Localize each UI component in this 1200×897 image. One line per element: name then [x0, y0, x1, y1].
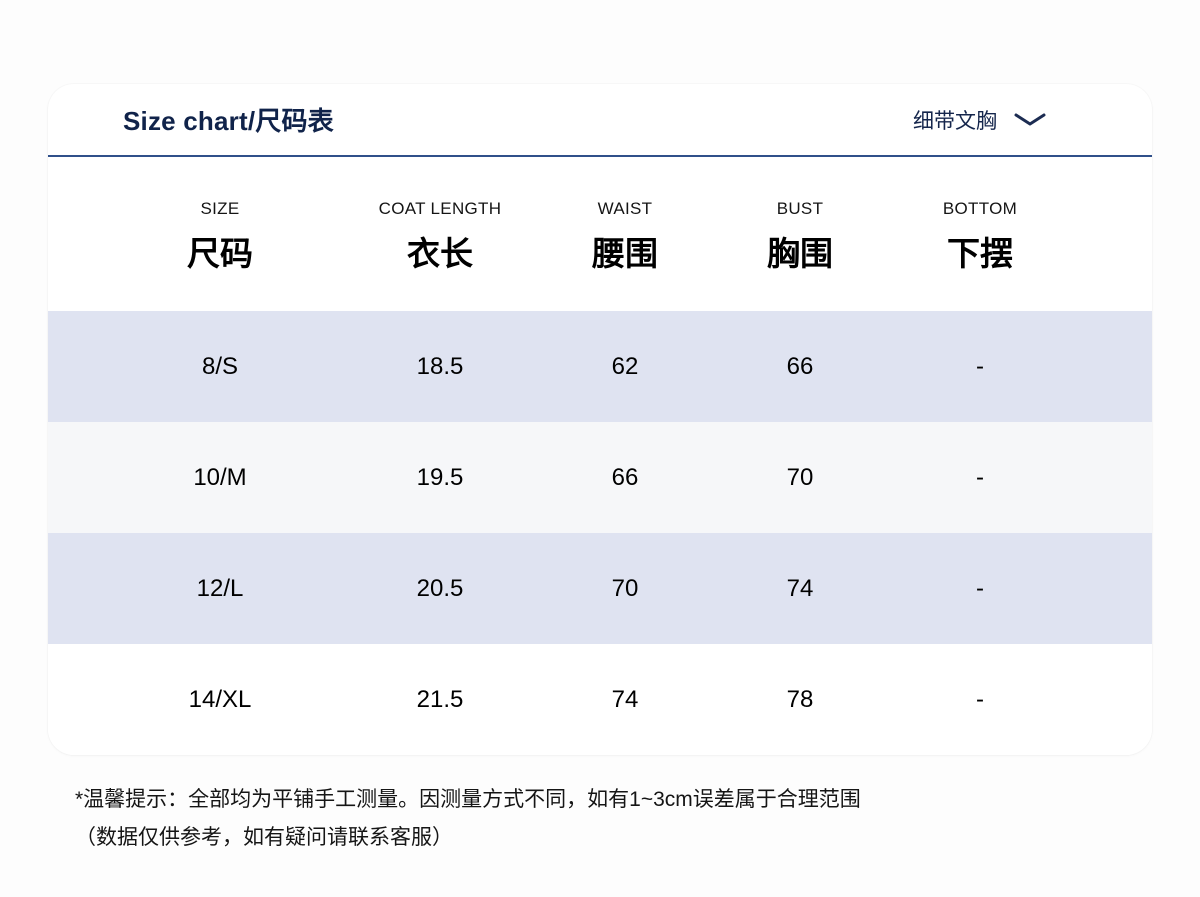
table-row: 8/S 18.5 62 66 -	[48, 311, 1152, 422]
footnote: *温馨提示：全部均为平铺手工测量。因测量方式不同，如有1~3cm误差属于合理范围…	[0, 755, 1200, 857]
footnote-line-2: （数据仅供参考，如有疑问请联系客服）	[75, 825, 453, 849]
column-header-coat-length: COAT LENGTH 衣长	[330, 199, 550, 275]
cell-bottom: -	[976, 574, 984, 602]
cell-bottom: -	[976, 685, 984, 713]
column-header-zh: 尺码	[187, 235, 253, 272]
cell-coat-length: 19.5	[416, 463, 464, 491]
column-header-zh: 衣长	[407, 235, 473, 272]
cell-bust: 66	[786, 352, 814, 380]
column-header-en: BUST	[776, 199, 824, 218]
cell-coat-length: 20.5	[416, 574, 464, 602]
category-label: 细带文胸	[913, 109, 997, 133]
cell-waist: 62	[611, 352, 639, 380]
column-header-zh: 下摆	[947, 235, 1013, 272]
column-header-size: SIZE 尺码	[110, 199, 330, 275]
table-body: 8/S 18.5 62 66 - 10/M 19.5 66 70 - 12/L …	[48, 311, 1152, 755]
column-header-zh: 胸围	[767, 235, 833, 272]
chevron-down-icon	[1013, 112, 1047, 127]
column-header-zh: 腰围	[592, 235, 658, 272]
cell-waist: 66	[611, 463, 639, 491]
cell-bust: 70	[786, 463, 814, 491]
cell-bottom: -	[976, 352, 984, 380]
table-row: 14/XL 21.5 74 78 -	[48, 644, 1152, 755]
column-header-en: BOTTOM	[942, 199, 1018, 218]
cell-coat-length: 21.5	[416, 685, 464, 713]
cell-bottom: -	[976, 463, 984, 491]
size-table: SIZE 尺码 COAT LENGTH 衣长 WAIST 腰围 BUST 胸围 …	[48, 157, 1152, 755]
column-header-bust: BUST 胸围	[700, 199, 900, 275]
header-divider	[48, 155, 1152, 157]
card-header: Size chart/尺码表 细带文胸	[48, 84, 1152, 155]
cell-coat-length: 18.5	[416, 352, 464, 380]
size-chart-card: Size chart/尺码表 细带文胸 SIZE 尺码 COAT LENGTH …	[48, 84, 1152, 755]
table-row: 12/L 20.5 70 74 -	[48, 533, 1152, 644]
category-selector[interactable]: 细带文胸	[913, 105, 1047, 135]
column-header-bottom: BOTTOM 下摆	[900, 199, 1060, 275]
footnote-line-1: *温馨提示：全部均为平铺手工测量。因测量方式不同，如有1~3cm误差属于合理范围	[75, 788, 861, 811]
column-header-en: WAIST	[597, 199, 653, 218]
cell-size: 8/S	[201, 352, 239, 380]
column-header-waist: WAIST 腰围	[550, 199, 700, 275]
column-header-en: COAT LENGTH	[378, 199, 502, 218]
page-title: Size chart/尺码表	[123, 106, 334, 136]
cell-size: 14/XL	[188, 685, 252, 713]
table-header-row: SIZE 尺码 COAT LENGTH 衣长 WAIST 腰围 BUST 胸围 …	[48, 157, 1152, 311]
cell-waist: 74	[611, 685, 639, 713]
cell-bust: 78	[786, 685, 814, 713]
cell-size: 10/M	[193, 463, 247, 491]
column-header-en: SIZE	[200, 199, 240, 218]
table-row: 10/M 19.5 66 70 -	[48, 422, 1152, 533]
cell-bust: 74	[786, 574, 814, 602]
cell-size: 12/L	[196, 574, 244, 602]
cell-waist: 70	[611, 574, 639, 602]
